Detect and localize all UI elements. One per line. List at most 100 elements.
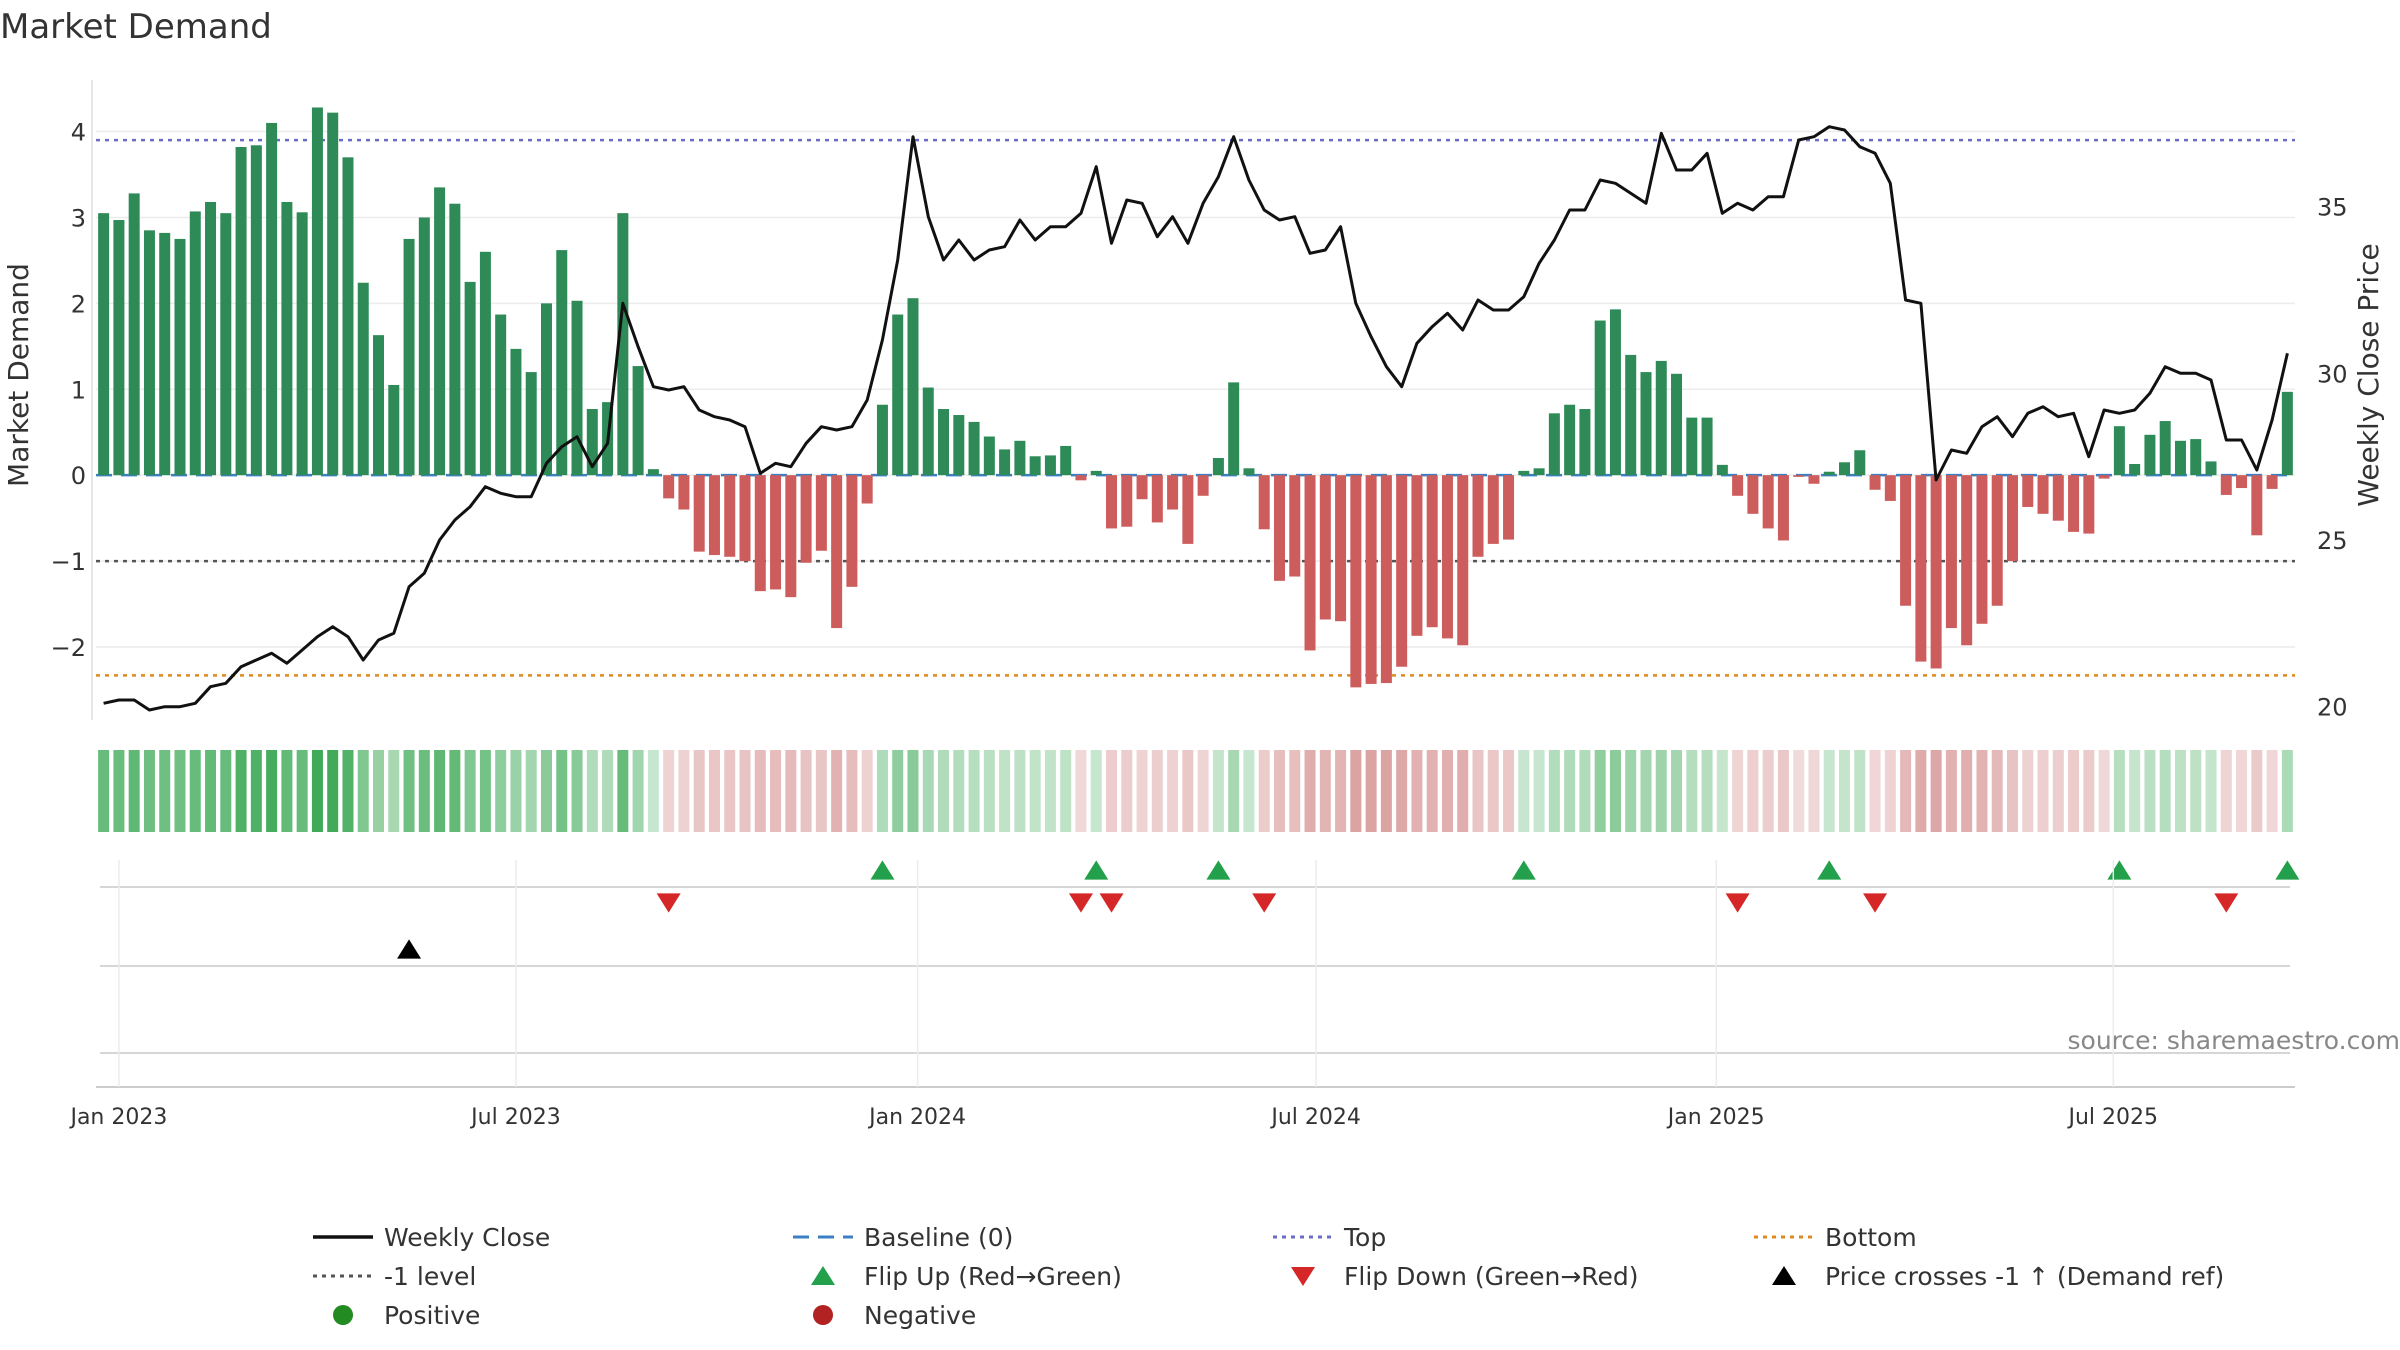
heat-cell	[220, 750, 232, 832]
x-tick-label: Jul 2024	[1269, 1105, 1361, 1130]
demand-bar	[2266, 475, 2278, 489]
reference-lines	[96, 138, 2295, 677]
heat-cell	[953, 750, 965, 832]
legend-swatch	[333, 1305, 353, 1325]
demand-bars	[98, 107, 2293, 688]
heat-cell	[1777, 750, 1789, 832]
demand-bar	[1380, 475, 1392, 684]
demand-bar	[1671, 373, 1683, 476]
demand-bar	[876, 404, 888, 476]
demand-bar	[1014, 440, 1026, 476]
weekly-close-line	[103, 125, 2289, 712]
demand-bar	[1884, 475, 1896, 501]
y-tick-label-left: 4	[71, 119, 86, 147]
demand-bar	[861, 475, 873, 504]
demand-bar	[2205, 461, 2217, 476]
heat-cell	[2236, 750, 2248, 832]
legend-label: Weekly Close	[384, 1223, 550, 1252]
heat-cell	[2037, 750, 2049, 832]
heat-cell	[1609, 750, 1621, 832]
heat-cell	[892, 750, 904, 832]
demand-bar	[2129, 464, 2141, 476]
heat-cell	[1121, 750, 1133, 832]
heat-cell	[1197, 750, 1209, 832]
heat-cell	[2190, 750, 2202, 832]
heat-cell	[189, 750, 201, 832]
heat-cell	[846, 750, 858, 832]
demand-bar	[678, 475, 690, 510]
heat-cell	[2251, 750, 2263, 832]
demand-bar	[571, 300, 583, 476]
heat-cell	[617, 750, 629, 832]
demand-bar	[1075, 475, 1087, 481]
heat-cell	[2052, 750, 2064, 832]
demand-bar	[1823, 471, 1835, 476]
demand-bar	[464, 281, 476, 476]
heat-cell	[922, 750, 934, 832]
heat-cell	[876, 750, 888, 832]
demand-bar	[311, 107, 323, 476]
heat-cell	[2098, 750, 2110, 832]
demand-bar	[479, 251, 491, 476]
heat-cell	[999, 750, 1011, 832]
heat-cell	[1793, 750, 1805, 832]
heat-cell	[708, 750, 720, 832]
demand-bar	[357, 282, 369, 476]
heat-cell	[1212, 750, 1224, 832]
demand-bar	[785, 475, 797, 598]
heat-cell	[2006, 750, 2018, 832]
heat-cell	[2083, 750, 2095, 832]
demand-bar	[1212, 457, 1224, 476]
heat-cell	[678, 750, 690, 832]
heat-cell	[1839, 750, 1851, 832]
y-tick-label-right: 25	[2317, 527, 2348, 555]
demand-bar	[418, 217, 430, 476]
heat-cell	[143, 750, 155, 832]
demand-bar	[1243, 468, 1255, 476]
demand-bar	[1228, 382, 1240, 476]
demand-bar	[2144, 434, 2156, 476]
heat-cell	[602, 750, 614, 832]
flip-down-marker	[1725, 893, 1750, 913]
demand-bar	[189, 211, 201, 476]
x-tick-label: Jul 2025	[2067, 1105, 2159, 1130]
heat-cell	[1396, 750, 1408, 832]
heat-cell	[907, 750, 919, 832]
heat-cell	[1090, 750, 1102, 832]
heat-cell	[1915, 750, 1927, 832]
heat-cell	[770, 750, 782, 832]
heat-cell	[1243, 750, 1255, 832]
demand-bar	[1991, 475, 2003, 606]
legend-swatch	[1772, 1266, 1796, 1285]
demand-bar	[1411, 475, 1423, 636]
demand-bar	[1777, 475, 1789, 541]
heat-cell	[418, 750, 430, 832]
legend-label: Top	[1343, 1223, 1386, 1252]
demand-bar	[1640, 372, 1652, 476]
heat-cell	[1304, 750, 1316, 832]
demand-bar	[540, 303, 552, 476]
flip-up-marker	[2275, 860, 2300, 880]
heat-cell	[1625, 750, 1637, 832]
legend-swatch	[1291, 1267, 1315, 1286]
heat-cell	[1457, 750, 1469, 832]
heat-cell	[159, 750, 171, 832]
heat-cell	[785, 750, 797, 832]
flip-down-marker	[1252, 893, 1277, 913]
heat-cell	[373, 750, 385, 832]
demand-bar	[1090, 470, 1102, 476]
heat-cell	[540, 750, 552, 832]
heat-cell	[525, 750, 537, 832]
heat-cell	[1671, 750, 1683, 832]
heat-cell	[815, 750, 827, 832]
demand-bar	[617, 213, 629, 476]
legend-label: Flip Down (Green→Red)	[1344, 1262, 1639, 1291]
heat-cell	[1350, 750, 1362, 832]
heat-cell	[1961, 750, 1973, 832]
demand-bar	[1441, 475, 1453, 639]
demand-bar	[1701, 417, 1713, 476]
heat-cell	[1747, 750, 1759, 832]
demand-bar	[1197, 475, 1209, 496]
flip-up-marker	[1206, 860, 1231, 880]
flip-down-marker	[656, 893, 681, 913]
